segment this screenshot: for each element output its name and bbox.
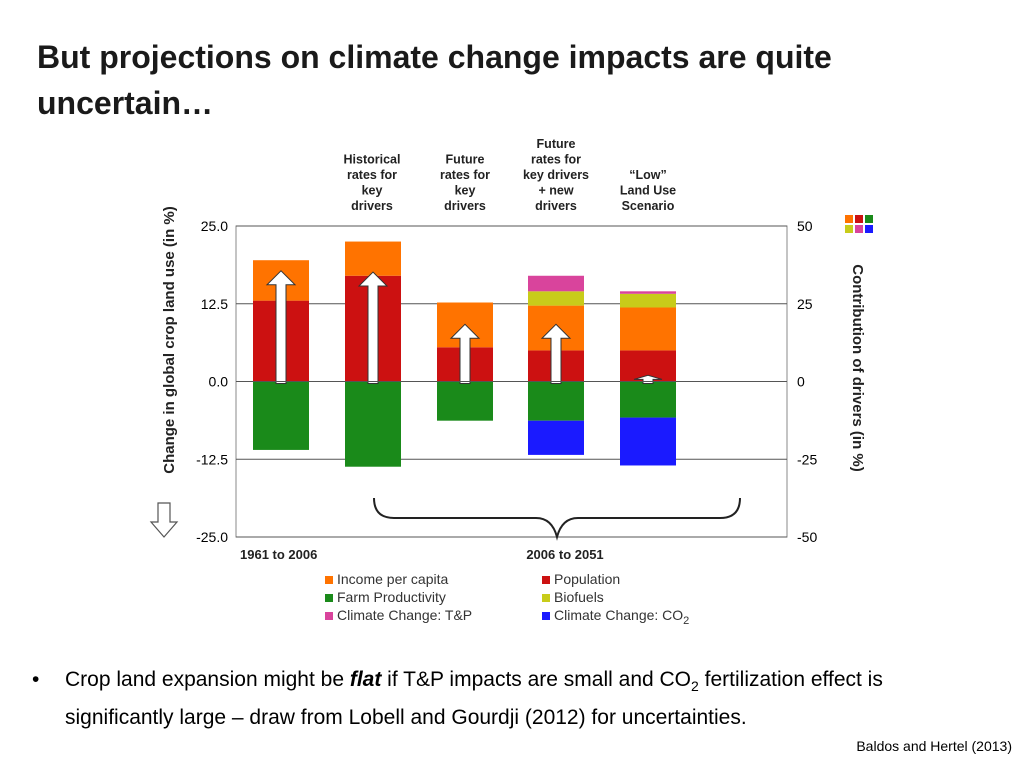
down-arrow-icon (149, 502, 179, 538)
category-header-line: drivers (535, 199, 577, 213)
bar-segment (437, 381, 493, 421)
bullet-emphasis: flat (349, 668, 382, 691)
driver-color-swatch (845, 215, 853, 223)
category-header-line: key drivers (523, 168, 589, 182)
bar-segment (345, 381, 401, 467)
bar-segment (620, 381, 676, 418)
y-tick-label: 12.5 (201, 296, 228, 312)
legend-label: Farm Productivity (337, 589, 446, 605)
category-header-line: Scenario (622, 199, 675, 213)
driver-color-swatch (865, 225, 873, 233)
bar-segment (620, 291, 676, 294)
legend-label: Income per capita (337, 571, 448, 587)
category-header-line: Future (537, 137, 576, 151)
bar-segment (528, 275, 584, 292)
y-tick-label: -25.0 (196, 529, 228, 545)
bar-segment (345, 241, 401, 276)
net-change-arrow (449, 323, 481, 384)
bullet-text-part1: Crop land expansion might be (65, 668, 350, 691)
bar-segment (620, 307, 676, 351)
legend-label: Biofuels (554, 589, 604, 605)
y-tick-label: 25.0 (201, 218, 228, 234)
bar-segment (620, 417, 676, 466)
y2-tick-label: -50 (797, 529, 817, 545)
y-axis-title: Change in global crop land use (in %) (161, 206, 178, 474)
y2-tick-label: 0 (797, 374, 805, 390)
driver-color-swatch (855, 225, 863, 233)
legend-subscript: 2 (683, 615, 689, 627)
bullet-text-part3: fertilization effect is significantly la… (65, 668, 883, 729)
legend-swatch (542, 612, 550, 620)
source-citation: Baldos and Hertel (2013) (856, 738, 1012, 754)
category-header-line: drivers (444, 199, 486, 213)
category-header-line: Historical (344, 153, 401, 167)
slide-title: But projections on climate change impact… (37, 39, 832, 121)
bullet-marker: • (32, 668, 40, 691)
category-header-line: rates for (531, 153, 581, 167)
bullet-subscript: 2 (691, 678, 699, 694)
net-change-arrow (540, 323, 572, 384)
category-header-line: key (362, 184, 383, 198)
bar-segment (528, 291, 584, 306)
y-tick-label: -12.5 (196, 451, 228, 467)
category-header-line: drivers (351, 199, 393, 213)
y2-tick-label: 50 (797, 218, 813, 234)
legend-swatch (325, 576, 333, 584)
driver-color-swatch (855, 215, 863, 223)
period-brace (373, 497, 741, 541)
category-header-line: rates for (347, 168, 397, 182)
category-header-line: Future (446, 153, 485, 167)
category-header-line: key (455, 184, 476, 198)
legend-label: Climate Change: CO2 (554, 607, 689, 627)
y2-tick-label: 25 (797, 296, 813, 312)
period-label: 1961 to 2006 (240, 547, 317, 562)
legend-swatch (325, 612, 333, 620)
category-header-line: rates for (440, 168, 490, 182)
category-header-line: “Low” (629, 168, 667, 182)
bullet-text-part2: if T&P impacts are small and CO (381, 668, 692, 691)
driver-color-swatch (865, 215, 873, 223)
net-change-arrow (357, 271, 389, 384)
legend-swatch (542, 594, 550, 602)
bar-segment (253, 381, 309, 450)
category-header-line: Land Use (620, 184, 676, 198)
net-change-arrow (265, 270, 297, 384)
bar-segment (528, 381, 584, 421)
legend-label: Climate Change: T&P (337, 607, 472, 623)
driver-color-swatch (845, 225, 853, 233)
stacked-bar-chart: 25.0 50 12.5 25 0.0 0 -12.5 -25 -25.0 -50 Historic… (149, 137, 873, 627)
bar-segment (620, 293, 676, 308)
y2-tick-label: -25 (797, 451, 817, 467)
bar-segment (528, 420, 584, 455)
period-label: 2006 to 2051 (526, 547, 603, 562)
bullet-text: Crop land expansion might be flat if T&P… (65, 664, 995, 733)
y-tick-label: 0.0 (209, 374, 229, 390)
category-header-line: + new (538, 184, 573, 198)
y2-axis-title: Contribution of drivers (in %) (849, 264, 866, 472)
legend-label: Population (554, 571, 620, 587)
net-change-arrow (633, 374, 663, 384)
legend-swatch (542, 576, 550, 584)
legend-swatch (325, 594, 333, 602)
